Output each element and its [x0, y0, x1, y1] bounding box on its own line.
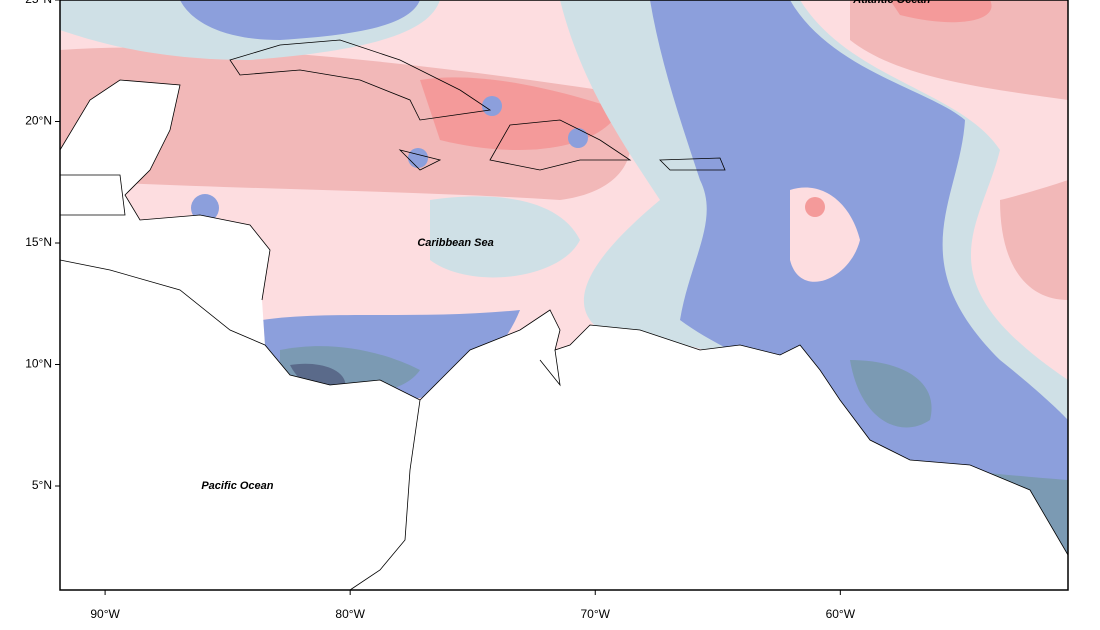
region-label: Atlantic Ocean [852, 0, 930, 6]
region-label: Caribbean Sea [417, 237, 493, 249]
region-label: Pacific Ocean [201, 480, 273, 492]
coastline [59, 39, 1069, 591]
x-tick-label: 70°W [581, 607, 611, 621]
y-tick-label: 25°N [25, 0, 52, 6]
x-tick-label: 80°W [335, 607, 365, 621]
y-tick-label: 10°N [25, 357, 52, 371]
map-frame [59, 0, 1069, 591]
x-tick-label: 90°W [90, 607, 120, 621]
y-tick-label: 20°N [25, 114, 52, 128]
y-tick-label: 5°N [32, 478, 52, 492]
y-tick-label: 15°N [25, 235, 52, 249]
x-tick-label: 60°W [826, 607, 856, 621]
anomaly-field [60, 0, 1068, 555]
